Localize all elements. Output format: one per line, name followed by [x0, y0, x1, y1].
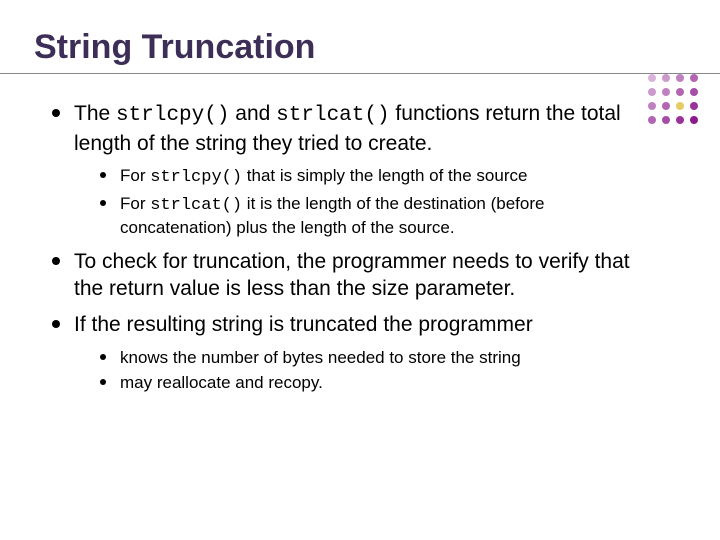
text: For — [120, 194, 150, 213]
bullet-item: If the resulting string is truncated the… — [46, 311, 646, 395]
decorative-dot — [676, 102, 684, 110]
text: For — [120, 166, 150, 185]
code-text: strlcat() — [276, 104, 389, 127]
text: To check for truncation, the programmer … — [74, 250, 630, 301]
bullet-item: The strlcpy() and strlcat() functions re… — [46, 100, 646, 240]
decorative-dot — [690, 74, 698, 82]
decorative-dot — [690, 88, 698, 96]
decorative-dot — [662, 88, 670, 96]
code-text: strlcpy() — [116, 104, 229, 127]
bullet-list: The strlcpy() and strlcat() functions re… — [46, 100, 646, 395]
slide-content: The strlcpy() and strlcat() functions re… — [34, 100, 686, 395]
decorative-dot — [662, 74, 670, 82]
decorative-dot — [676, 116, 684, 124]
decorative-dot — [648, 102, 656, 110]
text: knows the number of bytes needed to stor… — [120, 348, 521, 367]
decorative-dot — [676, 88, 684, 96]
slide-title: String Truncation — [34, 28, 686, 67]
bullet-item: To check for truncation, the programmer … — [46, 248, 646, 303]
sub-bullet-list: knows the number of bytes needed to stor… — [74, 347, 646, 395]
decorative-dot — [662, 102, 670, 110]
sub-bullet-item: may reallocate and recopy. — [92, 372, 646, 394]
decorative-dot — [690, 116, 698, 124]
decorative-dot — [648, 74, 656, 82]
decorative-dot — [648, 116, 656, 124]
decorative-dot — [690, 102, 698, 110]
text: that is simply the length of the source — [242, 166, 527, 185]
code-text: strlcpy() — [150, 168, 242, 187]
code-text: strlcat() — [150, 196, 242, 215]
text: and — [229, 102, 276, 125]
sub-bullet-item: For strlcat() it is the length of the de… — [92, 193, 646, 240]
sub-bullet-item: For strlcpy() that is simply the length … — [92, 165, 646, 189]
title-underline — [0, 73, 720, 74]
decorative-dot — [662, 116, 670, 124]
decorative-dot — [676, 74, 684, 82]
sub-bullet-item: knows the number of bytes needed to stor… — [92, 347, 646, 369]
decorative-dot-grid — [648, 74, 700, 126]
text: The — [74, 102, 116, 125]
text: If the resulting string is truncated the… — [74, 313, 533, 336]
decorative-dot — [648, 88, 656, 96]
slide: String Truncation The strlcpy() and strl… — [0, 0, 720, 540]
sub-bullet-list: For strlcpy() that is simply the length … — [74, 165, 646, 239]
text: may reallocate and recopy. — [120, 373, 323, 392]
